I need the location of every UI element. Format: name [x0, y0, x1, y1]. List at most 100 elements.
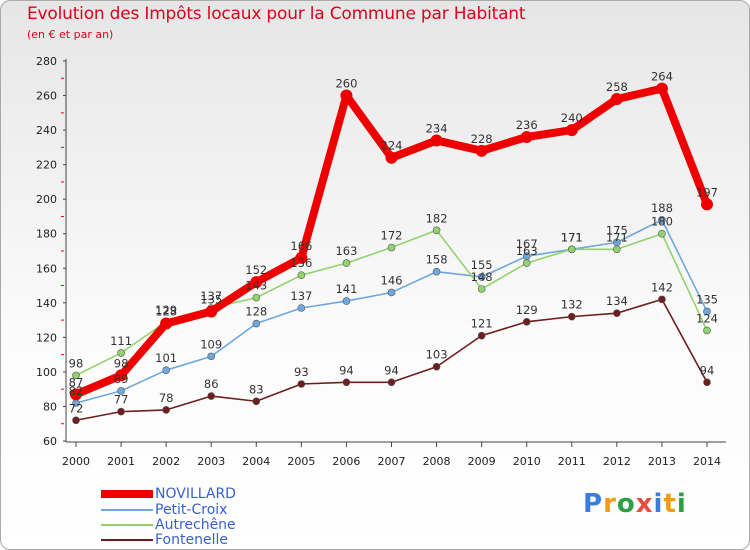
data-label-autrechêne: 148: [471, 270, 493, 284]
data-label-petit-croix: 109: [200, 337, 222, 351]
data-point-petit-croix: [703, 307, 711, 316]
data-point-autrechêne: [72, 371, 80, 380]
x-tick-label: 2005: [287, 455, 315, 468]
legend-swatch-autrechene: [101, 524, 153, 526]
x-tick-label: 2004: [242, 455, 270, 468]
data-label-autrechêne: 98: [69, 356, 84, 370]
data-point-novillard: [160, 317, 173, 330]
data-label-novillard: 128: [155, 305, 177, 319]
data-label-autrechêne: 171: [561, 230, 583, 244]
data-label-autrechêne: 156: [290, 256, 312, 270]
data-label-fontenelle: 72: [69, 401, 84, 415]
legend-label-fontenelle: Fontenelle: [155, 532, 228, 548]
data-point-fontenelle: [252, 397, 261, 406]
data-label-novillard: 135: [200, 292, 222, 306]
data-label-fontenelle: 93: [294, 365, 309, 379]
x-tick-label: 2012: [603, 455, 631, 468]
data-label-novillard: 260: [335, 77, 357, 91]
data-label-novillard: 152: [245, 263, 267, 277]
data-point-novillard: [115, 369, 128, 382]
data-label-autrechêne: 137: [200, 289, 222, 303]
data-label-autrechêne: 171: [606, 230, 628, 244]
logo-letter: r: [603, 489, 617, 519]
data-label-fontenelle: 121: [471, 317, 493, 331]
data-point-novillard: [340, 89, 353, 102]
data-label-novillard: 166: [290, 239, 312, 253]
data-label-novillard: 240: [561, 111, 583, 125]
data-label-petit-croix: 158: [426, 253, 448, 267]
y-tick-label: 280: [36, 55, 57, 68]
legend-swatch-petit-croix: [101, 509, 153, 511]
chart-title: Evolution des Impôts locaux pour la Comm…: [27, 4, 526, 24]
data-label-autrechêne: 163: [335, 244, 357, 258]
data-point-fontenelle: [207, 392, 216, 400]
data-label-fontenelle: 94: [339, 363, 354, 377]
x-tick-label: 2008: [423, 455, 451, 468]
data-label-novillard: 98: [114, 356, 129, 370]
data-point-autrechêne: [477, 285, 486, 293]
y-tick-label: 60: [43, 435, 57, 448]
logo-letter: o: [616, 489, 636, 519]
data-label-fontenelle: 94: [700, 363, 715, 377]
data-point-autrechêne: [297, 271, 306, 279]
data-label-autrechêne: 182: [426, 211, 448, 225]
data-label-petit-croix: 141: [335, 282, 357, 296]
data-label-novillard: 224: [381, 139, 403, 153]
y-tick-label: 100: [36, 366, 57, 379]
x-tick-label: 2010: [513, 455, 541, 468]
data-label-autrechêne: 124: [696, 311, 718, 325]
data-label-petit-croix: 101: [155, 351, 177, 365]
data-label-petit-croix: 171: [561, 230, 583, 244]
data-label-novillard: 87: [69, 375, 84, 389]
data-point-autrechêne: [117, 349, 125, 357]
proxiti-logo: Proxiti: [583, 489, 687, 519]
legend-label-novillard: NOVILLARD: [155, 486, 236, 502]
x-tick-label: 2013: [648, 455, 676, 468]
logo-letter: x: [635, 489, 654, 519]
data-point-fontenelle: [432, 362, 441, 371]
y-tick-label: 120: [36, 331, 57, 344]
y-tick-label: 140: [36, 297, 57, 310]
data-point-autrechêne: [252, 293, 261, 302]
data-label-fontenelle: 132: [561, 298, 583, 312]
data-label-fontenelle: 142: [651, 280, 673, 294]
data-point-petit-croix: [387, 288, 396, 297]
y-tick-label: 160: [36, 262, 57, 275]
data-label-autrechêne: 172: [381, 229, 403, 243]
data-label-petit-croix: 146: [381, 273, 403, 287]
chart-subtitle: (en € et par an): [27, 28, 114, 41]
x-tick-label: 2006: [332, 455, 360, 468]
data-label-fontenelle: 129: [516, 303, 538, 317]
data-point-autrechêne: [342, 259, 351, 267]
data-label-petit-croix: 155: [471, 258, 493, 272]
logo-letter: i: [676, 489, 687, 519]
data-point-novillard: [610, 93, 623, 105]
data-label-petit-croix: 128: [245, 305, 267, 319]
data-point-autrechêne: [522, 259, 531, 267]
data-point-petit-croix: [432, 267, 441, 276]
data-point-autrechêne: [658, 229, 666, 238]
data-label-novillard: 236: [516, 118, 538, 132]
y-tick-label: 220: [36, 159, 57, 172]
data-label-petit-croix: 89: [114, 372, 129, 386]
data-point-fontenelle: [162, 406, 170, 414]
data-point-fontenelle: [613, 309, 621, 317]
data-label-novillard: 264: [651, 70, 673, 84]
y-tick-label: 260: [36, 90, 57, 103]
data-point-petit-croix: [297, 304, 306, 312]
data-point-petit-croix: [162, 366, 170, 374]
x-tick-label: 2003: [197, 455, 225, 468]
x-tick-label: 2014: [693, 455, 721, 468]
y-tick-label: 180: [36, 228, 57, 241]
legend-label-petit-croix: Petit-Croix: [155, 502, 228, 518]
data-point-fontenelle: [567, 312, 576, 321]
data-point-novillard: [385, 151, 398, 164]
x-tick-label: 2002: [152, 455, 180, 468]
y-tick-label: 240: [36, 124, 57, 137]
y-tick-label: 200: [36, 193, 57, 206]
data-point-novillard: [655, 82, 668, 95]
data-point-fontenelle: [387, 378, 396, 387]
x-tick-label: 2009: [468, 455, 496, 468]
